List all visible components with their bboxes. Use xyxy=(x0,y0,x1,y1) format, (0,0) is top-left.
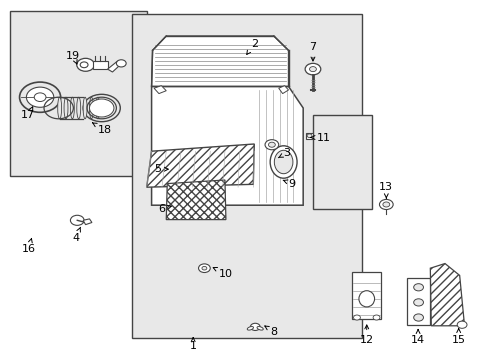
Circle shape xyxy=(382,202,389,207)
Circle shape xyxy=(372,315,379,320)
Circle shape xyxy=(198,264,210,273)
Text: 9: 9 xyxy=(283,179,295,189)
Polygon shape xyxy=(107,61,122,72)
Circle shape xyxy=(83,94,120,122)
Text: 13: 13 xyxy=(379,182,392,198)
Text: 6: 6 xyxy=(158,204,171,214)
Circle shape xyxy=(413,314,423,321)
Circle shape xyxy=(456,321,466,328)
Bar xyxy=(406,278,429,325)
Bar xyxy=(305,133,313,139)
Circle shape xyxy=(70,215,84,225)
Text: 12: 12 xyxy=(359,325,373,345)
Circle shape xyxy=(309,67,316,72)
Text: 11: 11 xyxy=(310,132,330,143)
Ellipse shape xyxy=(83,97,87,119)
Text: 2: 2 xyxy=(246,39,257,54)
Text: 17: 17 xyxy=(21,107,35,120)
Circle shape xyxy=(89,99,114,117)
Text: 3: 3 xyxy=(278,148,290,158)
Bar xyxy=(351,272,381,319)
Text: 19: 19 xyxy=(66,51,80,64)
Text: 10: 10 xyxy=(213,267,233,279)
Bar xyxy=(132,14,361,338)
Ellipse shape xyxy=(64,97,68,119)
Ellipse shape xyxy=(77,97,81,119)
Polygon shape xyxy=(429,264,464,326)
Circle shape xyxy=(306,134,311,138)
Ellipse shape xyxy=(257,327,263,330)
Ellipse shape xyxy=(274,150,292,174)
Circle shape xyxy=(250,323,260,330)
Ellipse shape xyxy=(96,97,100,119)
Ellipse shape xyxy=(70,97,74,119)
Circle shape xyxy=(26,87,54,107)
Circle shape xyxy=(353,315,360,320)
Text: 16: 16 xyxy=(21,238,35,254)
Circle shape xyxy=(116,60,126,67)
Circle shape xyxy=(77,58,94,71)
Circle shape xyxy=(34,93,46,102)
Text: 15: 15 xyxy=(451,329,465,345)
Circle shape xyxy=(80,62,88,68)
Ellipse shape xyxy=(89,97,93,119)
Ellipse shape xyxy=(269,146,296,178)
Polygon shape xyxy=(83,219,92,225)
Polygon shape xyxy=(166,180,225,220)
Polygon shape xyxy=(154,86,166,94)
Circle shape xyxy=(268,142,275,147)
Text: 8: 8 xyxy=(264,326,277,337)
Circle shape xyxy=(413,299,423,306)
Ellipse shape xyxy=(58,97,61,119)
Text: 5: 5 xyxy=(154,164,168,174)
Text: 14: 14 xyxy=(410,329,424,345)
Ellipse shape xyxy=(247,327,253,330)
Polygon shape xyxy=(278,86,288,94)
Polygon shape xyxy=(151,86,303,205)
Circle shape xyxy=(305,63,320,75)
Polygon shape xyxy=(151,36,288,86)
Bar xyxy=(312,115,371,209)
Text: 18: 18 xyxy=(92,123,112,135)
Circle shape xyxy=(202,266,206,270)
Bar xyxy=(10,11,146,176)
Bar xyxy=(93,61,107,69)
Ellipse shape xyxy=(358,291,374,307)
Text: 1: 1 xyxy=(189,338,196,351)
Circle shape xyxy=(379,199,392,210)
Text: 4: 4 xyxy=(72,227,81,243)
Circle shape xyxy=(20,82,61,112)
Circle shape xyxy=(264,140,278,150)
Text: 7: 7 xyxy=(309,42,316,61)
Circle shape xyxy=(413,284,423,291)
Polygon shape xyxy=(146,144,254,187)
